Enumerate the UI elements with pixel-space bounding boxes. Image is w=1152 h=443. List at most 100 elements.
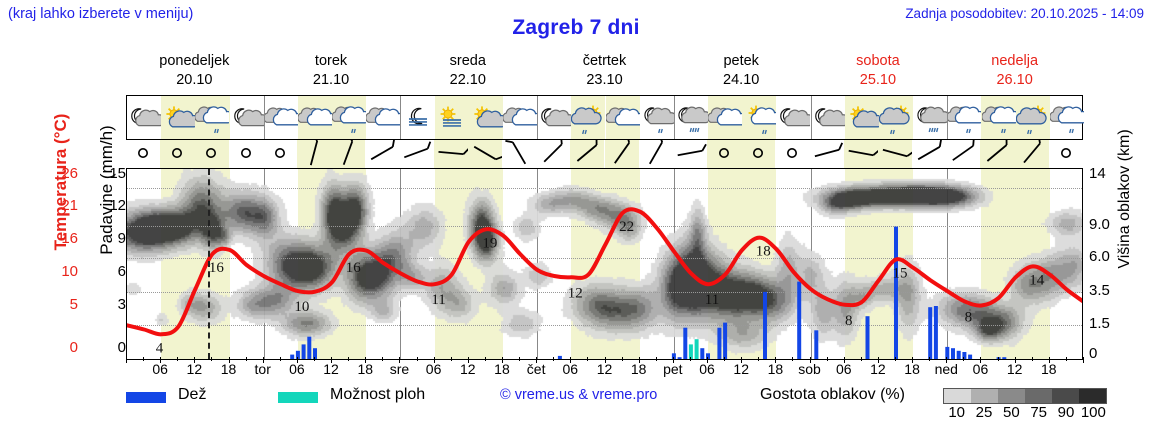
x-tick-label: 06	[562, 361, 579, 377]
x-tick-mark	[724, 357, 726, 361]
weather-icon-cloud-drizzle	[981, 96, 1016, 139]
precipitation-bar	[894, 226, 898, 359]
wind-barb-slot	[229, 140, 263, 168]
wind-barb-slot	[980, 140, 1015, 168]
x-tick-mark	[877, 357, 879, 363]
wind-barb-slot	[296, 140, 332, 168]
x-tick-mark	[672, 357, 674, 363]
day-separator	[810, 96, 812, 139]
wind-barb-slot	[433, 140, 468, 168]
wind-shaft	[613, 142, 630, 164]
wind-feather	[495, 155, 502, 161]
precipitation-bar	[688, 344, 693, 359]
current-time-line	[207, 169, 210, 359]
x-tick-mark	[963, 357, 965, 361]
day-name: torek	[314, 53, 348, 69]
day-name: sreda	[449, 53, 486, 69]
day-header-četrtek: četrtek 23.10	[536, 52, 673, 90]
x-tick-mark	[570, 357, 572, 363]
x-tick-mark	[929, 357, 931, 361]
x-tick-mark	[1031, 357, 1033, 361]
x-tick-label: 12	[459, 361, 476, 377]
cloud-density-step-label: 100	[1080, 404, 1106, 421]
precipitation-bar	[683, 327, 688, 359]
x-tick-label: 06	[835, 361, 852, 377]
weather-icon-night-cloudy	[230, 96, 264, 139]
x-tick-mark	[587, 357, 589, 361]
wind-barb-slot	[160, 140, 195, 168]
weather-icon-sun-cloud	[468, 96, 503, 139]
weather-icon-sun-cloud	[844, 96, 879, 139]
day-header-ponedeljek: ponedeljek 20.10	[126, 52, 263, 90]
wind-barb-slot	[673, 140, 707, 168]
precipitation-bars	[290, 226, 1007, 359]
precipitation-bar	[301, 344, 306, 359]
temperature-value-label: 16	[209, 260, 225, 276]
precipitation-bar	[290, 354, 295, 359]
copyright-text[interactable]: © vreme.us & vreme.pro	[500, 387, 658, 403]
day-separator	[947, 96, 949, 139]
weather-icon-cloud-drizzle	[332, 96, 367, 139]
x-tick-mark	[177, 357, 179, 361]
cloud-density-field	[127, 169, 1082, 359]
cloud-density-step	[998, 389, 1025, 403]
wind-shaft	[309, 140, 318, 166]
x-tick-mark	[997, 357, 999, 361]
cloud-height-tick: 1.5	[1089, 315, 1110, 333]
day-name: sobota	[856, 53, 900, 69]
day-date: 23.10	[586, 72, 623, 88]
x-tick-label: 18	[630, 361, 647, 377]
wind-barb-slot	[877, 140, 913, 168]
calm-wind-circle	[753, 148, 764, 158]
weather-icon-fog-night	[400, 96, 434, 139]
x-tick-mark	[331, 357, 333, 363]
x-tick-label: 18	[494, 361, 510, 377]
x-tick-mark	[775, 357, 777, 363]
day-separator	[400, 96, 402, 139]
wind-barb-slot	[604, 140, 639, 168]
temperature-tick: 0	[69, 339, 78, 357]
wind-barb-slot	[1049, 140, 1083, 168]
x-tick-label: pet	[663, 361, 683, 377]
wind-feather	[972, 140, 975, 146]
day-header-petek: petek 24.10	[673, 52, 810, 90]
wind-barb-slot	[263, 140, 297, 168]
grid-line	[127, 258, 1082, 260]
temperature-value-label: 19	[482, 235, 497, 251]
precipitation-bar	[557, 355, 562, 359]
wind-shaft	[342, 140, 354, 166]
cloud-height-axis-title: Višina oblakov (km)	[1116, 129, 1133, 269]
temperature-value-label: 8	[965, 309, 973, 325]
wind-feather	[462, 148, 468, 155]
wind-feather	[315, 140, 318, 142]
x-tick-mark	[399, 357, 401, 363]
weather-icon-sun-cloud-drizzle	[571, 96, 606, 139]
day-date: 26.10	[996, 72, 1033, 88]
wind-barb-slot	[912, 140, 946, 168]
wind-shaft	[814, 148, 839, 158]
cloud-height-tick: 9.0	[1089, 215, 1110, 233]
x-tick-label: ned	[934, 361, 958, 377]
temperature-axis-title: Temperatura (°C)	[51, 113, 70, 251]
x-tick-mark	[126, 357, 127, 363]
x-tick-mark	[160, 357, 162, 363]
weather-icon-cloudy	[366, 96, 401, 139]
x-tick-mark	[228, 357, 230, 363]
day-header-torek: torek 21.10	[263, 52, 400, 90]
x-tick-label: 18	[767, 361, 784, 377]
temperature-line	[127, 207, 1082, 337]
temperature-value-label: 16	[346, 260, 362, 276]
wind-feather	[350, 140, 354, 142]
weather-icon-night-cloudy	[127, 96, 162, 139]
temperature-value-label: 11	[705, 292, 719, 308]
wind-shaft	[543, 143, 563, 163]
x-tick-label: tor	[254, 361, 271, 377]
precipitation-bar	[956, 350, 961, 359]
wind-shaft	[404, 147, 429, 159]
x-tick-mark	[348, 357, 350, 361]
wind-shaft	[648, 141, 663, 165]
precipitation-bar	[763, 291, 767, 359]
wind-barb-slot	[331, 140, 366, 168]
wind-barb-slot	[194, 140, 229, 168]
